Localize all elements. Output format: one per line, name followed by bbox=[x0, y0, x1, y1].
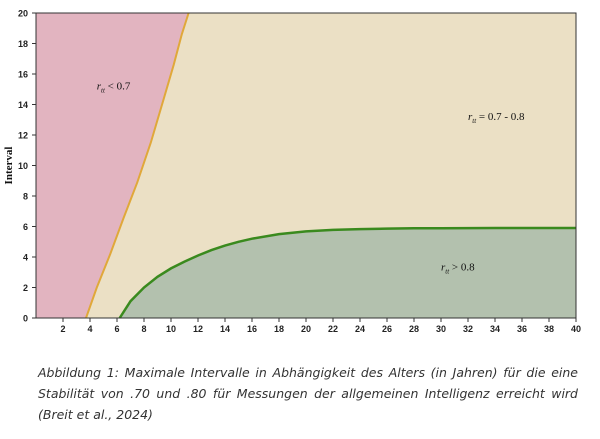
y-tick-label: 4 bbox=[23, 253, 28, 263]
y-axis-label: Interval bbox=[3, 147, 15, 185]
x-tick-label: 14 bbox=[220, 324, 230, 334]
x-tick-label: 12 bbox=[193, 324, 203, 334]
x-tick-label: 18 bbox=[274, 324, 284, 334]
x-tick-label: 26 bbox=[382, 324, 392, 334]
figure-caption: Abbildung 1: Maximale Intervalle in Abhä… bbox=[38, 365, 578, 422]
y-tick-label: 2 bbox=[23, 283, 28, 293]
y-tick-label: 6 bbox=[23, 222, 28, 232]
x-tick-label: 40 bbox=[571, 324, 581, 334]
y-tick-label: 14 bbox=[18, 100, 28, 110]
x-tick-label: 22 bbox=[328, 324, 338, 334]
x-tick-label: 4 bbox=[87, 324, 92, 334]
x-tick-label: 10 bbox=[166, 324, 176, 334]
y-tick-label: 8 bbox=[23, 192, 28, 202]
region-left-area bbox=[36, 13, 189, 318]
x-tick-label: 36 bbox=[517, 324, 527, 334]
series-line-r07 bbox=[85, 12, 190, 319]
series-line-r08 bbox=[118, 226, 576, 319]
x-tick-label: 34 bbox=[490, 324, 500, 334]
y-tick-label: 18 bbox=[18, 39, 28, 49]
x-tick-label: 20 bbox=[301, 324, 311, 334]
x-tick-label: 32 bbox=[463, 324, 473, 334]
x-tick-label: 28 bbox=[409, 324, 419, 334]
region-label-high: rtt > 0.8 bbox=[441, 262, 475, 276]
y-tick-label: 0 bbox=[23, 314, 28, 324]
region-label-mid: rtt = 0.7 - 0.8 bbox=[468, 111, 525, 125]
x-tick-label: 38 bbox=[544, 324, 554, 334]
x-tick-label: 30 bbox=[436, 324, 446, 334]
x-tick-label: 6 bbox=[114, 324, 119, 334]
y-tick-label: 10 bbox=[18, 161, 28, 171]
region-bottom-area bbox=[119, 228, 576, 318]
region-label-low: rtt < 0.7 bbox=[97, 80, 131, 94]
y-tick-label: 12 bbox=[18, 131, 28, 141]
x-tick-label: 2 bbox=[60, 324, 65, 334]
x-tick-label: 16 bbox=[247, 324, 257, 334]
x-tick-label: 24 bbox=[355, 324, 365, 334]
y-tick-label: 16 bbox=[18, 70, 28, 80]
y-tick-label: 20 bbox=[18, 9, 28, 19]
x-tick-label: 8 bbox=[141, 324, 146, 334]
